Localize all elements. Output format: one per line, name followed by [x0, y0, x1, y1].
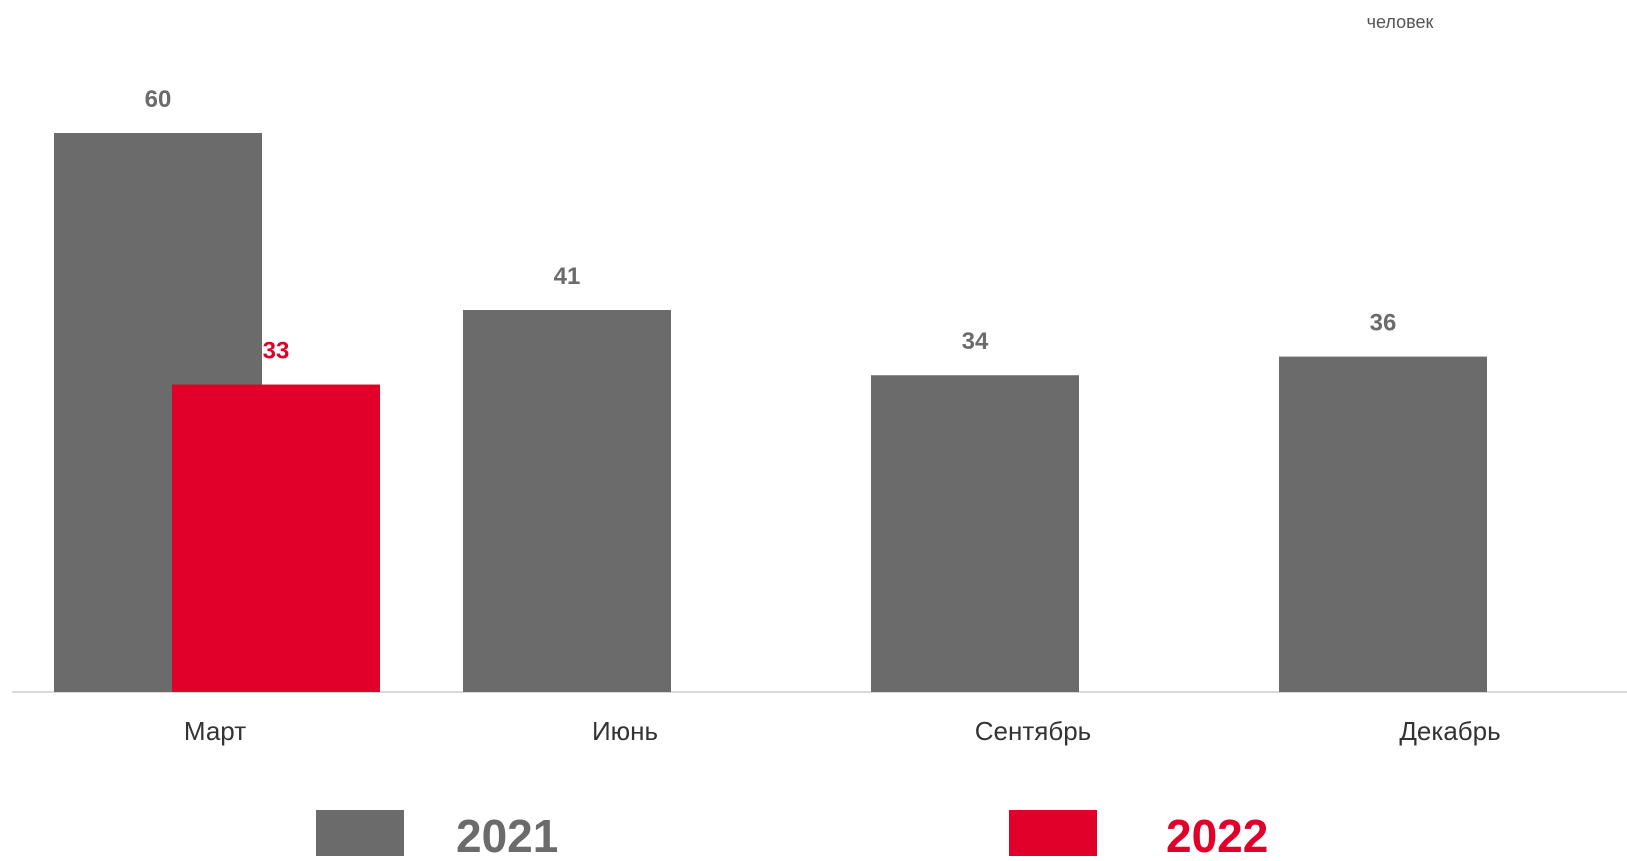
value-label-2021-0: 60	[145, 86, 172, 113]
category-label-1: Июнь	[592, 716, 658, 746]
category-label-0: Март	[184, 716, 246, 746]
bar-2022-0	[172, 384, 380, 692]
legend-swatch-2021	[316, 810, 404, 856]
legend-swatch-2022	[1009, 810, 1097, 856]
bar-2021-1	[463, 310, 671, 692]
category-label-2: Сентябрь	[975, 716, 1091, 746]
value-label-2021-3: 36	[1370, 310, 1397, 337]
category-label-3: Декабрь	[1399, 716, 1500, 746]
bar-2021-2	[871, 375, 1079, 692]
bar-2021-3	[1279, 356, 1487, 692]
value-labels-layer: 60 41 34 36 33	[145, 86, 1397, 365]
value-label-2021-1: 41	[554, 263, 581, 290]
legend: 2021 2022	[316, 810, 1268, 861]
value-label-2021-2: 34	[962, 328, 989, 355]
unit-label: человек	[1367, 12, 1434, 32]
legend-label-2022: 2022	[1166, 810, 1268, 856]
category-labels-layer: Март Июнь Сентябрь Декабрь	[184, 716, 1501, 746]
value-label-2022-0: 33	[263, 338, 290, 365]
legend-label-2021: 2021	[456, 810, 558, 856]
bars-layer	[54, 133, 1487, 692]
